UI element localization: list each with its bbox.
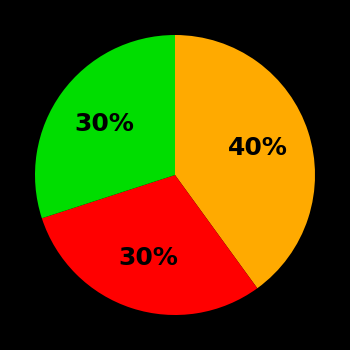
Wedge shape [35, 35, 175, 218]
Wedge shape [42, 175, 257, 315]
Text: 30%: 30% [75, 112, 135, 136]
Text: 30%: 30% [118, 246, 178, 270]
Text: 40%: 40% [228, 136, 287, 160]
Wedge shape [175, 35, 315, 288]
